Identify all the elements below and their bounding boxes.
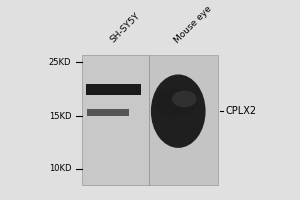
Ellipse shape	[151, 74, 206, 148]
Text: CPLX2: CPLX2	[226, 106, 257, 116]
Ellipse shape	[153, 89, 197, 116]
Bar	[86, 84, 141, 95]
Text: SH-SY5Y: SH-SY5Y	[108, 11, 142, 45]
Text: 25KD: 25KD	[49, 58, 71, 67]
Bar	[149, 55, 218, 185]
Bar	[87, 109, 129, 116]
Text: 10KD: 10KD	[49, 164, 71, 173]
Text: Mouse eye: Mouse eye	[172, 4, 213, 45]
Text: 15KD: 15KD	[49, 112, 71, 121]
Bar	[82, 55, 218, 185]
Ellipse shape	[172, 91, 196, 107]
